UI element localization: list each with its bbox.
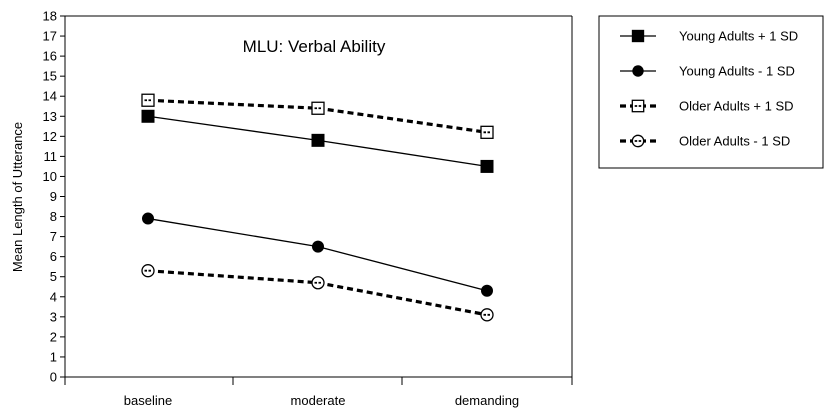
legend-marker-box	[631, 99, 645, 113]
legend-marker	[631, 99, 645, 113]
series-4-point-1-ring	[141, 264, 155, 278]
y-tick-label: 4	[50, 289, 57, 304]
chart-title: MLU: Verbal Ability	[243, 37, 386, 56]
y-tick-label: 7	[50, 229, 57, 244]
series-4-point-2	[311, 276, 325, 290]
series-3-point-2-box	[311, 101, 325, 115]
legend-item-4: Older Adults - 1 SD	[620, 134, 790, 149]
y-tick-label: 13	[43, 109, 57, 124]
legend-item-2: Young Adults - 1 SD	[620, 64, 795, 79]
y-tick-label: 5	[50, 269, 57, 284]
y-tick-label: 17	[43, 29, 57, 44]
series-2-point-3	[481, 284, 493, 297]
y-tick-label: 9	[50, 189, 57, 204]
series-4-point-3-ring	[480, 308, 494, 322]
legend-marker	[632, 65, 644, 77]
series-2-point-2	[312, 240, 324, 253]
x-axis: baseline moderate demanding	[64, 376, 573, 408]
series-3-point-1	[141, 93, 155, 107]
x-tick-label: demanding	[455, 393, 519, 408]
legend-label: Older Adults + 1 SD	[679, 99, 794, 114]
legend-label: Young Adults - 1 SD	[679, 64, 795, 79]
y-tick-label: 11	[44, 149, 58, 164]
series-1-point-2	[311, 133, 325, 147]
series-4-point-3	[480, 308, 494, 322]
series-2-point-1	[142, 212, 154, 225]
series-3-point-3-box	[480, 125, 494, 139]
y-tick-label: 10	[43, 169, 57, 184]
y-tick-label: 6	[50, 249, 57, 264]
y-tick-label: 3	[50, 309, 57, 324]
series-2	[142, 212, 493, 297]
series-3-point-3	[480, 125, 494, 139]
series-3	[141, 93, 494, 139]
legend-label: Young Adults + 1 SD	[679, 29, 798, 44]
y-tick-label: 12	[43, 129, 57, 144]
y-tick-label: 16	[43, 49, 57, 64]
series-4	[141, 264, 494, 322]
legend-item-3: Older Adults + 1 SD	[620, 99, 794, 114]
y-tick-label: 2	[50, 329, 57, 344]
y-tick-label: 14	[43, 89, 57, 104]
series-1	[141, 109, 494, 173]
series-1-point-1	[141, 109, 155, 123]
legend-item-1: Young Adults + 1 SD	[620, 29, 798, 44]
legend-label: Older Adults - 1 SD	[679, 134, 790, 149]
plot-frame	[65, 15, 573, 377]
legend-marker-ring	[631, 134, 645, 148]
y-tick-label: 0	[50, 370, 57, 385]
series-4-point-1	[141, 264, 155, 278]
series-layer	[141, 93, 494, 322]
y-tick-label: 15	[43, 69, 57, 84]
series-3-point-1-box	[141, 93, 155, 107]
series-1-point-3	[480, 159, 494, 173]
x-tick-label: moderate	[291, 393, 346, 408]
series-3-point-2	[311, 101, 325, 115]
y-tick-label: 1	[50, 349, 57, 364]
y-axis-label: Mean Length of Utterance	[10, 122, 25, 272]
y-tick-label: 18	[43, 9, 57, 24]
legend-marker	[631, 134, 645, 148]
legend: Young Adults + 1 SD Young Adults - 1 SD Ol…	[598, 15, 824, 169]
series-4-point-2-ring	[311, 276, 325, 290]
y-tick-label: 8	[50, 209, 57, 224]
x-tick-label: baseline	[124, 393, 172, 408]
legend-marker	[631, 29, 645, 43]
